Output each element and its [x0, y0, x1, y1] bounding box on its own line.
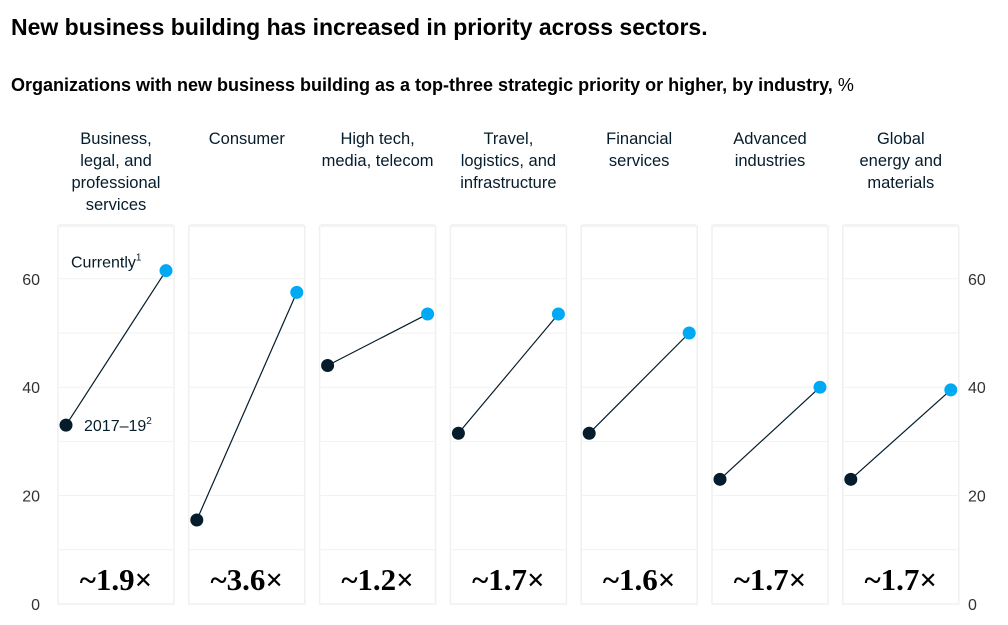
multiplier-label: ~1.9×: [80, 562, 153, 597]
legend-before: 2017–192: [84, 416, 152, 435]
category-label-line: energy and: [859, 152, 943, 170]
point-current: [813, 380, 827, 394]
category-label-line: services: [608, 152, 670, 170]
y-tick-left: 20: [22, 489, 40, 506]
point-before: [190, 513, 204, 527]
point-before: [321, 359, 335, 373]
category-label-line: Business,: [80, 130, 152, 148]
subtitle-unit: %: [837, 75, 854, 95]
category-label-line: Advanced: [733, 130, 807, 148]
panel-5: [711, 225, 829, 605]
point-before: [844, 472, 858, 486]
multiplier-bg: [582, 551, 697, 603]
multiplier-bg: [843, 551, 958, 603]
category-label-line: Financial: [606, 130, 673, 148]
y-tick-right: 40: [968, 380, 986, 397]
slope-line: [327, 313, 428, 367]
panel-2: [318, 225, 437, 605]
panel-3: [449, 225, 568, 605]
category-label: Consumer: [177, 128, 317, 150]
legend-current: Currently1: [71, 253, 142, 272]
category-label-line: industries: [734, 152, 806, 170]
category-label: Global energy and materials: [831, 128, 971, 194]
category-label-line: media, telecom: [321, 152, 434, 170]
category-label-line: Consumer: [208, 130, 285, 148]
point-current: [421, 307, 435, 321]
point-before: [713, 472, 727, 486]
panel-1: [188, 225, 306, 605]
category-label-line: High tech,: [340, 130, 415, 148]
panel-4: [580, 225, 698, 605]
category-label: Advanced industries: [700, 128, 840, 172]
y-tick-left: 40: [22, 380, 40, 397]
category-label-line: services: [85, 196, 147, 214]
multiplier-label: ~1.7×: [865, 562, 938, 597]
y-tick-left: 0: [31, 597, 40, 614]
category-label: Travel, logistics, and infrastructure: [438, 128, 578, 194]
category-label: Financial services: [569, 128, 709, 172]
slope-line: [719, 386, 821, 480]
multiplier-label: ~1.6×: [603, 562, 676, 597]
point-current: [551, 307, 565, 321]
footnote-marker: 1: [136, 253, 142, 264]
multiplier-bg: [59, 551, 173, 603]
chart-title: New business building has increased in p…: [11, 14, 708, 40]
slope-line: [196, 292, 298, 521]
category-label-line: Global: [876, 130, 925, 148]
point-current: [290, 285, 304, 299]
multiplier-label: ~1.7×: [734, 562, 807, 597]
chart-subtitle: Organizations with new business building…: [11, 75, 854, 96]
multiplier-bg: [713, 551, 827, 603]
slope-line: [850, 389, 952, 480]
point-before: [582, 426, 596, 440]
point-current: [944, 383, 958, 397]
category-label-line: professional: [71, 174, 161, 192]
multiplier-bg: [320, 551, 435, 603]
y-tick-left: 60: [22, 272, 40, 289]
y-tick-right: 0: [968, 597, 977, 614]
category-label-line: materials: [867, 174, 935, 192]
subtitle-text: Organizations with new business building…: [11, 75, 833, 95]
category-label: Business, legal, and professional services: [46, 128, 186, 216]
y-tick-right: 60: [968, 272, 986, 289]
point-current: [159, 264, 173, 278]
y-tick-right: 20: [968, 489, 986, 506]
point-before: [59, 418, 73, 432]
category-label: High tech, media, telecom: [308, 128, 448, 172]
multiplier-bg: [451, 551, 566, 603]
multiplier-bg: [189, 551, 304, 603]
multiplier-label: ~3.6×: [211, 562, 284, 597]
footnote-marker: 2: [146, 416, 152, 427]
category-label-line: Travel,: [483, 130, 534, 148]
slope-line: [457, 313, 559, 434]
panel-6: [842, 225, 960, 605]
category-label-line: logistics, and: [460, 152, 557, 170]
panel-0: [57, 225, 175, 605]
category-label-line: legal, and: [80, 152, 152, 170]
point-before: [451, 426, 465, 440]
slope-line: [588, 332, 690, 434]
multiplier-label: ~1.2×: [341, 562, 414, 597]
slope-line: [65, 270, 167, 426]
category-label-line: infrastructure: [460, 174, 557, 192]
point-current: [682, 326, 696, 340]
multiplier-label: ~1.7×: [472, 562, 545, 597]
